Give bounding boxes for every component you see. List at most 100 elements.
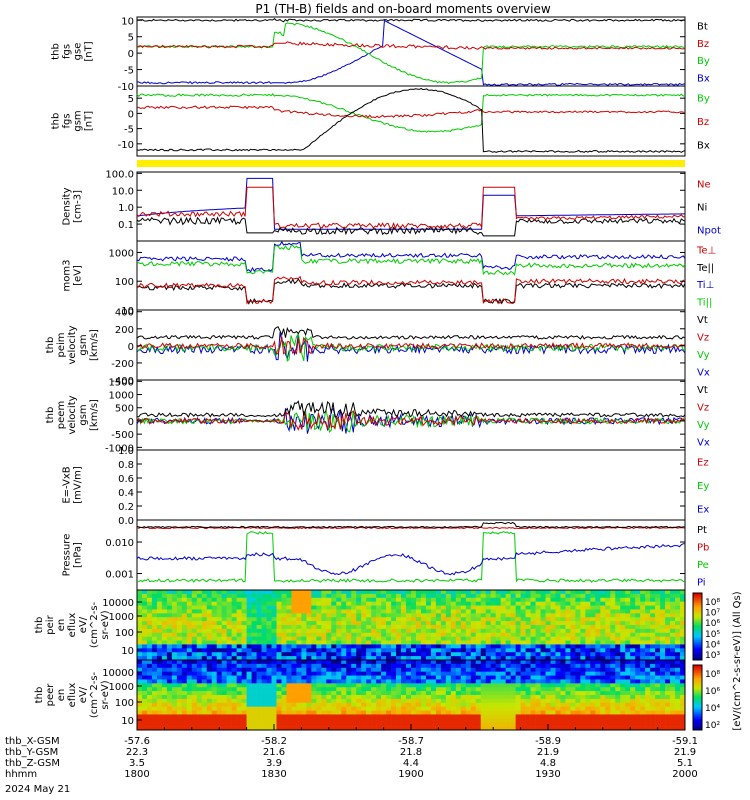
heatmap-cell xyxy=(246,667,252,672)
heatmap-cell xyxy=(266,722,272,727)
heatmap-cell xyxy=(565,632,571,637)
heatmap-cell xyxy=(665,698,671,704)
heatmap-cell xyxy=(211,593,218,599)
heatmap-cell xyxy=(401,667,407,672)
heatmap-cell xyxy=(256,644,262,649)
heatmap-cell xyxy=(550,710,556,715)
heatmap-cell xyxy=(206,718,213,723)
heatmap-cell xyxy=(475,609,482,614)
legend-2-0: Ne xyxy=(697,180,711,191)
heatmap-cell xyxy=(635,667,641,672)
heatmap-cell xyxy=(600,621,606,626)
heatmap-cell xyxy=(510,652,516,657)
heatmap-cell xyxy=(440,609,447,614)
heatmap-cell xyxy=(630,632,636,637)
heatmap-cell xyxy=(495,706,501,711)
heatmap-cell xyxy=(475,656,482,661)
heatmap-cell xyxy=(565,714,571,719)
heatmap-cell xyxy=(565,698,571,704)
heatmap-cell xyxy=(231,718,237,723)
heatmap-cell xyxy=(236,632,242,637)
heatmap-cell xyxy=(505,628,511,634)
heatmap-cell xyxy=(550,706,556,711)
heatmap-cell xyxy=(241,609,247,614)
heatmap-cell xyxy=(156,667,163,672)
heatmap-cell xyxy=(450,667,457,672)
heatmap-cell xyxy=(281,605,287,610)
heatmap-cell xyxy=(151,660,158,665)
heatmap-cell xyxy=(620,683,626,688)
heatmap-cell xyxy=(411,675,417,680)
heatmap-cell xyxy=(146,691,153,696)
heatmap-cell xyxy=(206,644,213,649)
heatmap-cell xyxy=(181,601,188,606)
heatmap-cell xyxy=(191,718,198,723)
heatmap-cell xyxy=(276,660,282,665)
heatmap-cell xyxy=(590,617,596,622)
heatmap-cell xyxy=(665,636,671,641)
plot-title: P1 (TH-B) fields and on-board moments ov… xyxy=(255,2,551,16)
ytick-label-0-4: -10 xyxy=(118,82,134,93)
heatmap-cell xyxy=(645,683,651,688)
heatmap-cell xyxy=(141,679,148,684)
heatmap-cell xyxy=(341,671,347,676)
heatmap-cell xyxy=(510,609,516,614)
heatmap-cell xyxy=(346,687,352,692)
heatmap-cell xyxy=(495,698,501,704)
heatmap-cell xyxy=(580,706,586,711)
heatmap-cell xyxy=(490,656,496,661)
ytick-label-9-3: 10 xyxy=(121,716,134,727)
heatmap-cell xyxy=(620,640,626,645)
heatmap-cell xyxy=(585,687,591,692)
heatmap-cell xyxy=(286,601,292,606)
heatmap-cell xyxy=(525,683,531,688)
heatmap-cell xyxy=(430,605,437,610)
heatmap-cell xyxy=(221,687,227,692)
heatmap-cell xyxy=(480,644,487,649)
heatmap-cell xyxy=(655,667,661,672)
heatmap-cell xyxy=(525,726,531,731)
legend-0-2: By xyxy=(697,56,710,67)
heatmap-cell xyxy=(296,656,302,661)
heatmap-cell xyxy=(201,687,208,692)
heatmap-cell xyxy=(376,722,382,727)
heatmap-cell xyxy=(655,714,661,719)
heatmap-cell xyxy=(396,726,402,731)
heatmap-cell xyxy=(216,652,222,657)
heatmap-cell xyxy=(555,722,561,727)
heatmap-cell xyxy=(246,660,252,665)
heatmap-cell xyxy=(246,652,252,657)
heatmap-cell xyxy=(321,683,327,688)
heatmap-cell xyxy=(376,609,382,614)
heatmap-cell xyxy=(171,648,178,653)
heatmap-cell xyxy=(366,636,372,641)
heatmap-cell xyxy=(201,617,208,622)
heatmap-cell xyxy=(660,691,666,696)
heatmap-cell xyxy=(137,679,143,684)
heatmap-cell xyxy=(331,590,337,595)
heatmap-cell xyxy=(356,593,362,599)
heatmap-cell xyxy=(166,593,173,599)
heatmap-cell xyxy=(211,706,218,711)
heatmap-cell xyxy=(540,644,546,649)
heatmap-cell xyxy=(665,617,671,622)
heatmap-cell xyxy=(625,593,631,599)
heatmap-cell xyxy=(296,687,302,692)
ylabel-1-3: [nT] xyxy=(84,111,95,131)
heatmap-cell xyxy=(181,625,188,630)
heatmap-cell xyxy=(386,663,392,669)
heatmap-cell xyxy=(171,590,178,595)
heatmap-cell xyxy=(221,691,227,696)
heatmap-cell xyxy=(550,617,556,622)
heatmap-cell xyxy=(166,687,173,692)
heatmap-cell xyxy=(540,671,546,676)
heatmap-cell xyxy=(406,601,412,606)
heatmap-cell xyxy=(660,683,666,688)
heatmap-cell xyxy=(256,628,262,634)
heatmap-cell xyxy=(425,601,432,606)
heatmap-cell xyxy=(470,605,477,610)
heatmap-cell xyxy=(670,718,676,723)
heatmap-cell xyxy=(565,660,571,665)
heatmap-cell xyxy=(440,691,447,696)
heatmap-cell xyxy=(440,702,447,707)
